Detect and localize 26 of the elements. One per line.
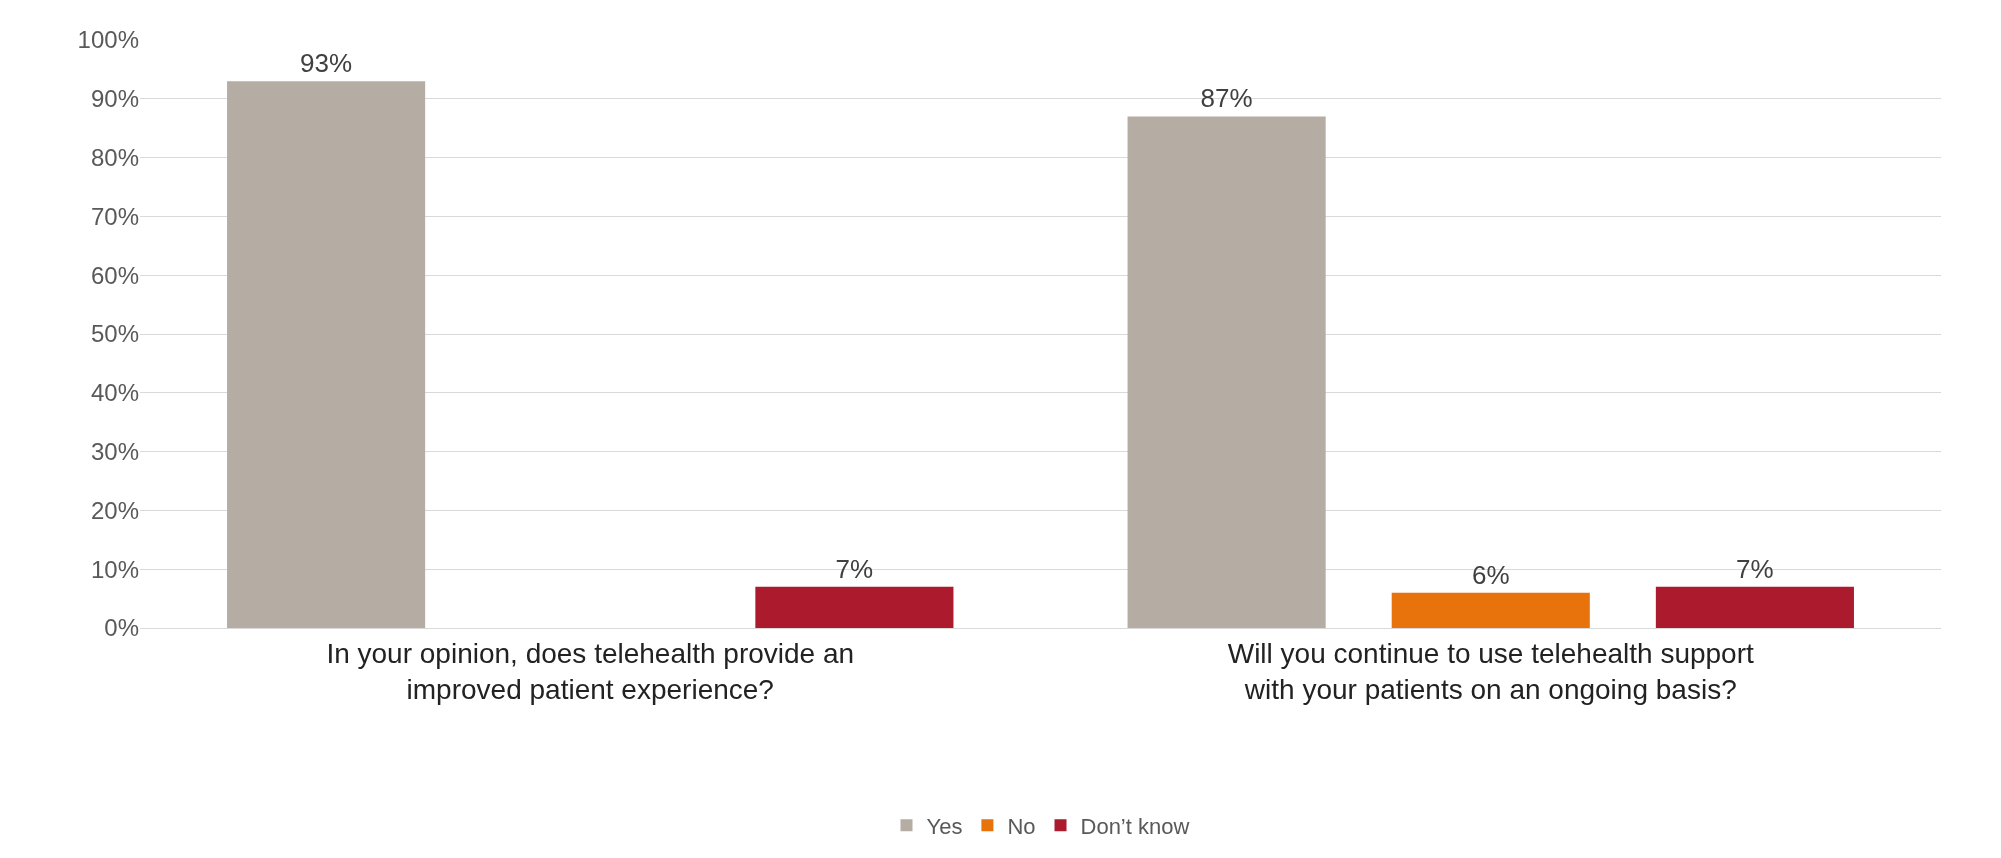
data-label: 7% — [835, 553, 874, 584]
y-tick-label: 80% — [90, 144, 139, 171]
data-label: 7% — [1736, 553, 1774, 584]
data-label: 87% — [1200, 83, 1253, 114]
x-tick-label: Will you continue to use telehealth support with your patients on an ongoing basis? — [1227, 637, 1755, 705]
data-label: 6% — [1471, 559, 1510, 590]
y-tick-label: 30% — [90, 438, 139, 465]
y-tick-label: 60% — [90, 261, 139, 289]
bar — [1655, 586, 1854, 628]
legend-label: Yes — [926, 813, 963, 839]
y-tick-label: 0% — [104, 614, 139, 642]
legend-label: Don’t know — [1080, 813, 1190, 839]
y-tick-label: 90% — [90, 85, 139, 113]
y-tick-label: 70% — [90, 202, 139, 230]
y-tick-label: 20% — [90, 496, 139, 524]
y-tick-label: 100% — [77, 26, 139, 54]
data-label: 93% — [300, 48, 353, 79]
y-tick-label: 50% — [90, 320, 139, 348]
x-tick-label: In your opinion, does telehealth provide an improved patient experience? — [326, 637, 855, 705]
bar — [755, 586, 954, 628]
legend-label: No — [1007, 813, 1036, 839]
y-tick-label: 40% — [90, 379, 139, 407]
y-tick-label: 10% — [90, 555, 139, 583]
bar — [227, 81, 426, 628]
bar — [1127, 116, 1326, 628]
bar — [1391, 592, 1590, 628]
